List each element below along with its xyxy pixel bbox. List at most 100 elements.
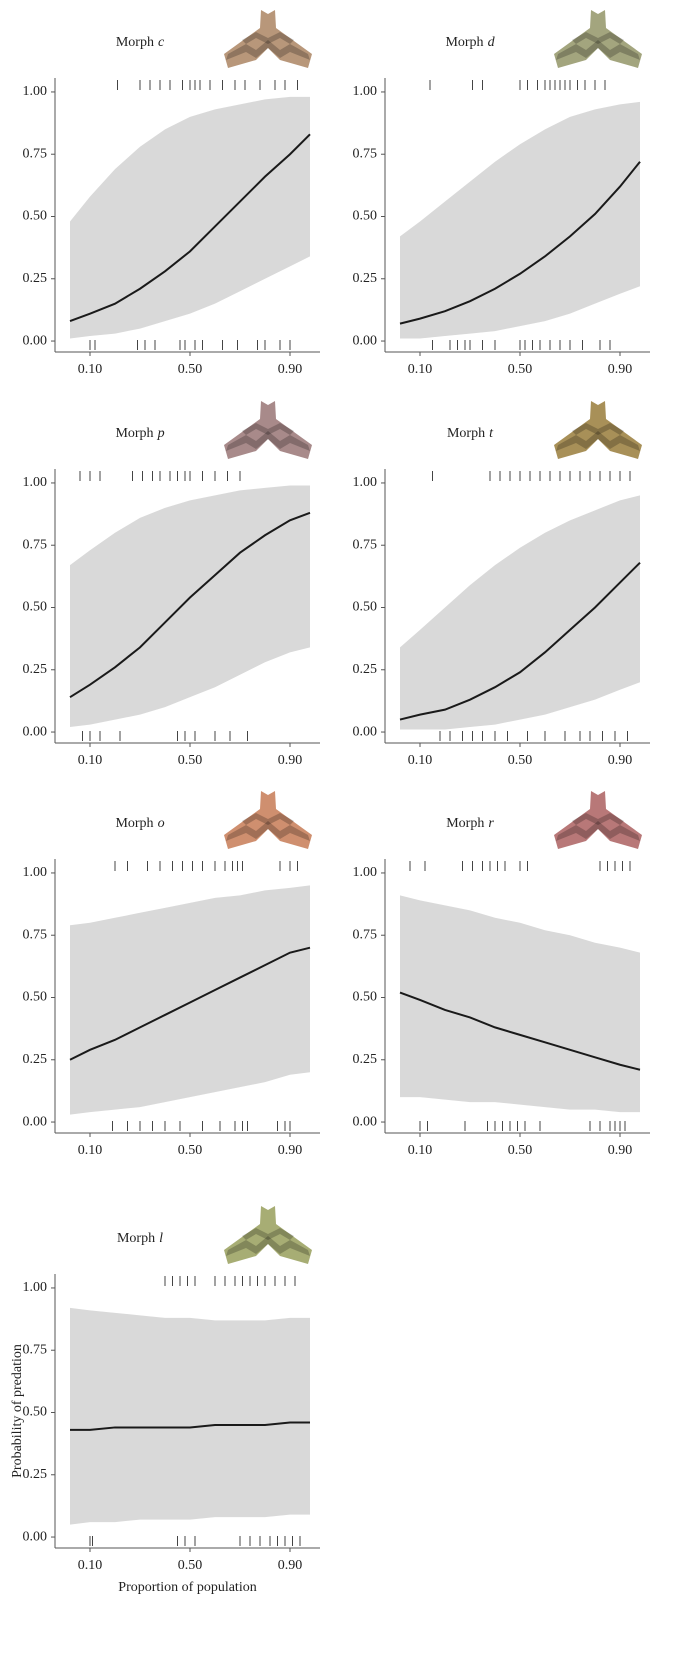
confidence-band — [70, 485, 310, 728]
x-tick-label: 0.10 — [78, 1558, 103, 1573]
x-axis-label: Proportion of population — [118, 1580, 256, 1595]
panel-title: Morph t — [447, 426, 494, 441]
y-tick-label: 0.75 — [353, 146, 378, 161]
y-tick-label: 0.00 — [353, 724, 378, 739]
y-tick-label: 0.25 — [23, 1052, 48, 1067]
x-tick-label: 0.50 — [508, 362, 533, 377]
y-tick-label: 1.00 — [353, 865, 378, 880]
moth-pattern — [556, 821, 640, 841]
x-tick-label: 0.10 — [408, 1143, 433, 1158]
morph-label: t — [489, 426, 494, 441]
panel-title: Morph o — [115, 816, 164, 831]
y-tick-label: 1.00 — [23, 84, 48, 99]
confidence-band — [400, 101, 640, 339]
y-tick-label: 1.00 — [353, 475, 378, 490]
moth-pattern — [572, 32, 624, 44]
moth-icon — [224, 10, 312, 68]
x-tick-label: 0.10 — [408, 753, 433, 768]
fit-line — [69, 946, 311, 1061]
fit-line — [69, 511, 311, 699]
y-tick-label: 0.25 — [23, 1467, 48, 1482]
moth-pattern — [572, 423, 624, 435]
moth-pattern — [242, 32, 294, 44]
y-axis-label: Probability of predation — [10, 1344, 25, 1478]
y-tick-label: 0.75 — [23, 146, 48, 161]
fit-line — [399, 991, 641, 1071]
panel-title: Morph d — [445, 35, 495, 50]
moth-icon — [554, 791, 642, 849]
panel-title: Morph p — [115, 426, 164, 441]
y-tick-label: 0.50 — [353, 990, 378, 1005]
panel: Morph o 0.00 0.25 0.50 0.75 1.00 0.10 0.50 0.90 — [23, 791, 320, 1158]
panel: Morph r 0.00 0.25 0.50 0.75 1.00 0.10 0.50 0.90 — [353, 791, 650, 1158]
panel: Morph p 0.00 0.25 0.50 0.75 1.00 0.10 0.50 0.90 — [23, 401, 320, 768]
fit-line — [70, 1421, 310, 1431]
x-tick-label: 0.90 — [278, 1143, 303, 1158]
moth-pattern — [226, 1236, 310, 1256]
y-tick-label: 0.00 — [353, 1114, 378, 1129]
moth-pattern — [226, 40, 310, 60]
title-text: Morph — [117, 1231, 155, 1246]
confidence-band — [400, 495, 640, 730]
y-tick-label: 0.00 — [353, 333, 378, 348]
y-tick-label: 0.00 — [23, 724, 48, 739]
y-tick-label: 0.00 — [23, 1529, 48, 1544]
moth-icon — [554, 401, 642, 459]
x-tick-label: 0.50 — [178, 753, 203, 768]
moth-pattern — [242, 423, 294, 435]
title-text: Morph — [115, 426, 153, 441]
title-text: Morph — [446, 816, 484, 831]
x-tick-label: 0.90 — [278, 753, 303, 768]
x-tick-label: 0.50 — [178, 1143, 203, 1158]
y-tick-label: 0.00 — [23, 1114, 48, 1129]
panel: Morph d 0.00 0.25 0.50 0.75 1.00 0.10 0.50 0.90 — [353, 10, 650, 377]
moth-pattern — [226, 821, 310, 841]
title-text: Morph — [447, 426, 485, 441]
y-tick-label: 1.00 — [23, 1280, 48, 1295]
x-tick-label: 0.90 — [608, 1143, 633, 1158]
y-tick-label: 0.25 — [353, 1052, 378, 1067]
moth-icon — [554, 10, 642, 68]
confidence-band — [70, 885, 310, 1115]
title-text: Morph — [115, 816, 153, 831]
morph-label: o — [158, 816, 165, 831]
x-tick-label: 0.90 — [278, 1558, 303, 1573]
moth-pattern — [572, 813, 624, 825]
x-tick-label: 0.10 — [78, 753, 103, 768]
moth-icon — [224, 401, 312, 459]
y-tick-label: 0.50 — [353, 600, 378, 615]
confidence-band — [70, 1307, 310, 1525]
fit-line — [399, 561, 641, 721]
y-tick-label: 0.50 — [23, 209, 48, 224]
x-tick-label: 0.10 — [78, 1143, 103, 1158]
y-tick-label: 0.25 — [353, 271, 378, 286]
x-tick-label: 0.50 — [178, 1558, 203, 1573]
title-text: Morph — [445, 35, 483, 50]
morph-label: p — [157, 426, 165, 441]
confidence-band — [70, 96, 310, 339]
morph-label: d — [488, 35, 496, 50]
panel-title: Morph r — [446, 816, 494, 831]
x-tick-label: 0.90 — [608, 753, 633, 768]
y-tick-label: 0.25 — [353, 662, 378, 677]
moth-pattern — [556, 431, 640, 451]
y-tick-label: 0.50 — [23, 990, 48, 1005]
y-tick-label: 0.50 — [353, 209, 378, 224]
x-tick-label: 0.50 — [178, 362, 203, 377]
title-text: Morph — [116, 35, 154, 50]
morph-label: r — [488, 816, 494, 831]
moth-pattern — [226, 431, 310, 451]
morph-label: l — [159, 1231, 163, 1246]
y-tick-label: 0.75 — [23, 1342, 48, 1357]
y-tick-label: 0.00 — [23, 333, 48, 348]
fit-line — [399, 161, 641, 325]
panel: Morph t 0.00 0.25 0.50 0.75 1.00 0.10 0.50 0.90 — [353, 401, 650, 768]
y-tick-label: 0.75 — [353, 537, 378, 552]
panel-title: Morph l — [117, 1231, 163, 1246]
panel-title: Morph c — [116, 35, 165, 50]
x-tick-label: 0.90 — [278, 362, 303, 377]
y-tick-label: 0.50 — [23, 600, 48, 615]
x-tick-label: 0.10 — [408, 362, 433, 377]
fit-line — [69, 133, 311, 323]
